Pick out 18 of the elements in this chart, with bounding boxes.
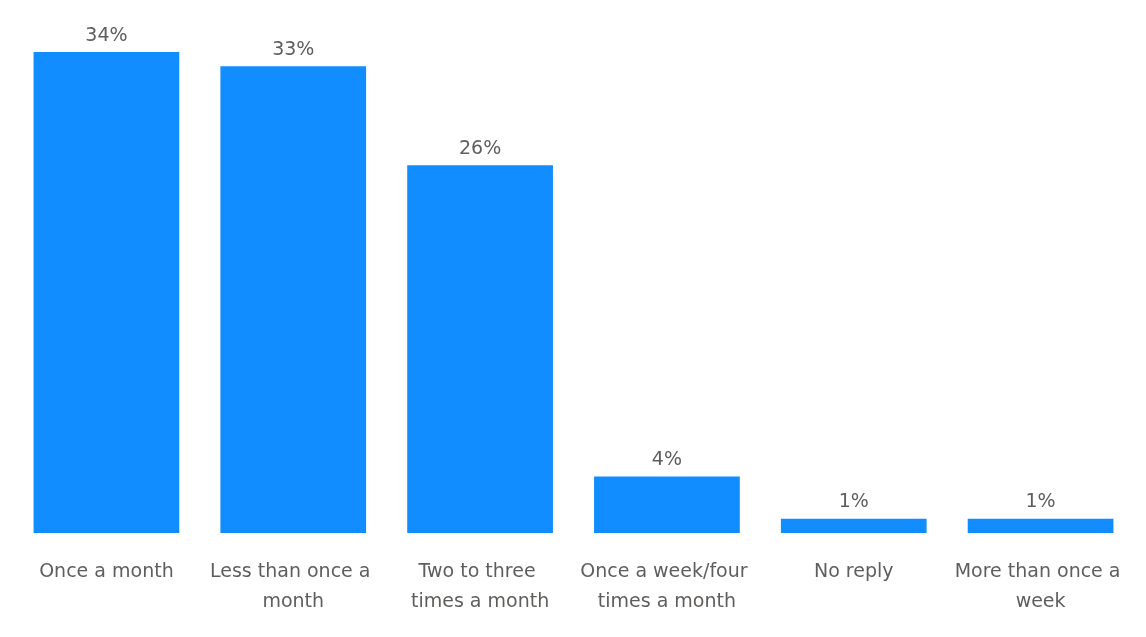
bar	[33, 52, 180, 533]
bar	[780, 518, 927, 533]
data-label: 33%	[272, 36, 315, 59]
x-tick-label: More than once a week	[954, 559, 1127, 611]
x-tick-label: Less than once a month	[209, 559, 377, 611]
data-label: 1%	[1025, 489, 1056, 512]
x-tick-label: Two to three times a month	[410, 559, 550, 611]
data-label: 26%	[458, 135, 502, 158]
data-label: 34%	[85, 22, 128, 45]
x-tick-label: Once a week/four times a month	[580, 559, 754, 611]
x-tick-label: Once a month	[39, 559, 174, 581]
bar	[967, 518, 1114, 533]
data-label: 1%	[838, 489, 869, 512]
x-tick-label: No reply	[813, 559, 894, 581]
bar	[594, 476, 740, 533]
data-label: 4%	[651, 446, 682, 469]
bar	[220, 66, 367, 533]
bar	[407, 165, 553, 533]
